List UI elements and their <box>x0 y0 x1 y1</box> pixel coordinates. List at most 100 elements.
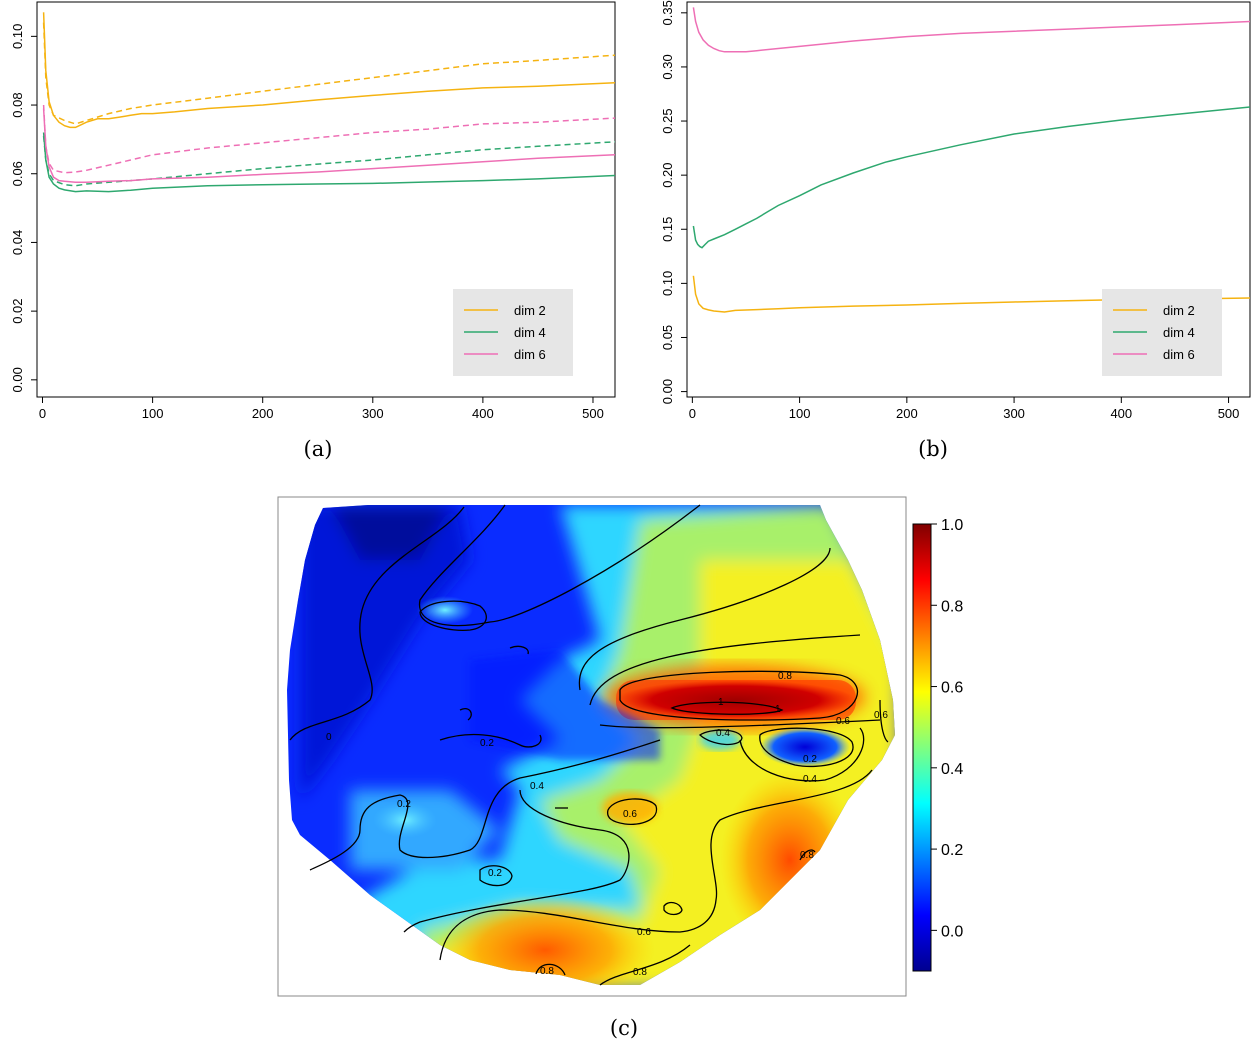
contour-0.6-spot <box>606 798 658 826</box>
x-tick-label: 200 <box>896 406 918 421</box>
contour-0.2-lower <box>309 739 661 871</box>
y-tick-label: 0.02 <box>10 298 25 323</box>
contour-0.6-mid <box>599 719 881 729</box>
contour-0.8-bottom <box>535 963 566 976</box>
contour-label: 0.4 <box>803 774 817 785</box>
contour-0.6-lower <box>439 769 873 961</box>
series-line-dim-6 <box>692 7 1250 53</box>
x-tick-label: 0 <box>39 406 46 421</box>
y-tick-label: 0.35 <box>660 0 675 25</box>
legend-label-dim6: dim 6 <box>514 347 546 362</box>
y-tick-label: 0.05 <box>660 325 675 350</box>
colorbar-tick-label: 0.0 <box>941 923 963 940</box>
contour-label: 0.8 <box>540 966 554 977</box>
series-line-dim-2-dashed- <box>42 22 615 125</box>
contour-label: 0.8 <box>800 850 814 861</box>
x-tick-label: 400 <box>472 406 494 421</box>
colorbar: 0.0 0.2 0.4 0.6 0.8 1.0 <box>912 517 963 972</box>
y-tick-label: 0.10 <box>660 271 675 296</box>
series-line-dim-4 <box>692 106 1250 249</box>
contour-label: 0.4 <box>530 781 544 792</box>
legend-label-dim4-b: dim 4 <box>1163 325 1195 340</box>
contour-0.6-upper <box>589 634 861 706</box>
contour-lines <box>289 504 889 986</box>
series-line-dim-4 <box>42 132 615 193</box>
x-tick-label: 500 <box>1218 406 1240 421</box>
contour-noise-2 <box>439 733 542 748</box>
heatmap-region-darkblue <box>330 505 450 560</box>
contour-0.6-edge <box>879 699 889 743</box>
x-tick-label: 200 <box>252 406 274 421</box>
caption-b: (b) <box>918 437 948 461</box>
contour-label: 1 <box>775 704 781 715</box>
x-tick-label: 300 <box>362 406 384 421</box>
contour-label: 0.2 <box>803 754 817 765</box>
contour-noise-3 <box>509 645 529 655</box>
contour-0.4-lower <box>403 789 630 933</box>
legend-label-dim4: dim 4 <box>514 325 546 340</box>
contour-label: 0.2 <box>488 868 502 879</box>
legend-b: dim 2 dim 4 dim 6 <box>1102 289 1222 376</box>
x-tick-label: 100 <box>142 406 164 421</box>
legend-label-dim2: dim 2 <box>514 303 546 318</box>
colorbar-tick-label: 1.0 <box>941 517 963 534</box>
plot-frame-b <box>686 1 1251 398</box>
contour-1-line <box>670 701 784 715</box>
heatmap-cyan-spot-top <box>417 596 473 624</box>
legend-label-dim2-b: dim 2 <box>1163 303 1195 318</box>
contour-0.2-upper <box>418 504 701 627</box>
panel-a: 0 100 200 300 400 500 0.00 0.02 0.04 0.06 0.08 0.1… <box>10 1 616 461</box>
y-tick-label: 0.04 <box>10 230 25 255</box>
x-tick-label: 300 <box>1003 406 1025 421</box>
caption-c: (c) <box>610 1016 638 1040</box>
x-tick-label: 400 <box>1110 406 1132 421</box>
colorbar-tick-label: 0.2 <box>941 842 963 859</box>
contour-0.4-pocket <box>698 729 743 746</box>
heatmap-field <box>287 505 895 985</box>
y-tick-label: 0.06 <box>10 161 25 186</box>
y-tick-label: 0.25 <box>660 108 675 133</box>
x-tick-label: 0 <box>689 406 696 421</box>
contour-label: 0.6 <box>874 710 888 721</box>
y-tick-label: 0.08 <box>10 92 25 117</box>
contour-0.8-bottom-right <box>599 944 691 986</box>
contour-noise-1 <box>459 708 472 721</box>
y-tick-label: 0.00 <box>10 367 25 392</box>
series-line-dim-6 <box>42 108 615 184</box>
plot-frame-a <box>36 1 616 398</box>
x-tick-label: 100 <box>789 406 811 421</box>
colorbar-tick-label: 0.4 <box>941 761 963 778</box>
contour-label: 0.4 <box>716 728 730 739</box>
x-tick-label: 500 <box>582 406 604 421</box>
contour-label: 0 <box>326 732 332 743</box>
contour-label: 0.6 <box>623 809 637 820</box>
panel-c: 0.8 1 1 0.6 0.6 0.4 0.2 0.4 0.4 0.2 0.2 … <box>277 496 963 1040</box>
contour-label: 0.8 <box>778 671 792 682</box>
colorbar-tick-label: 0.6 <box>941 680 963 697</box>
contour-0.2-island <box>419 600 487 631</box>
heatmap-region-deepblue <box>300 505 470 800</box>
contour-label: 0.6 <box>836 716 850 727</box>
heatmap-frame <box>277 496 907 997</box>
contour-0-line <box>289 506 465 741</box>
heatmap-cold-pocket <box>760 727 850 767</box>
y-tick-label: 0.10 <box>10 24 25 49</box>
heatmap-warm-right <box>720 770 860 950</box>
colorbar-gradient <box>912 523 932 972</box>
y-tick-label: 0.30 <box>660 54 675 79</box>
y-tick-label: 0.20 <box>660 162 675 187</box>
series-line-dim-6-dashed- <box>42 104 615 174</box>
colorbar-tick-label: 0.8 <box>941 598 963 615</box>
contour-label: 0.6 <box>637 927 651 938</box>
legend-a: dim 2 dim 4 dim 6 <box>453 289 573 376</box>
contour-0.4-upper <box>578 547 831 691</box>
contour-labels: 0.8 1 1 0.6 0.6 0.4 0.2 0.4 0.4 0.2 0.2 … <box>326 671 888 978</box>
contour-label: 0.2 <box>480 738 494 749</box>
contour-label: 1 <box>718 697 724 708</box>
y-tick-label: 0.15 <box>660 217 675 242</box>
caption-a: (a) <box>304 437 333 461</box>
legend-label-dim6-b: dim 6 <box>1163 347 1195 362</box>
series-line-dim-2 <box>692 275 1250 313</box>
contour-label: 0.8 <box>633 967 647 978</box>
